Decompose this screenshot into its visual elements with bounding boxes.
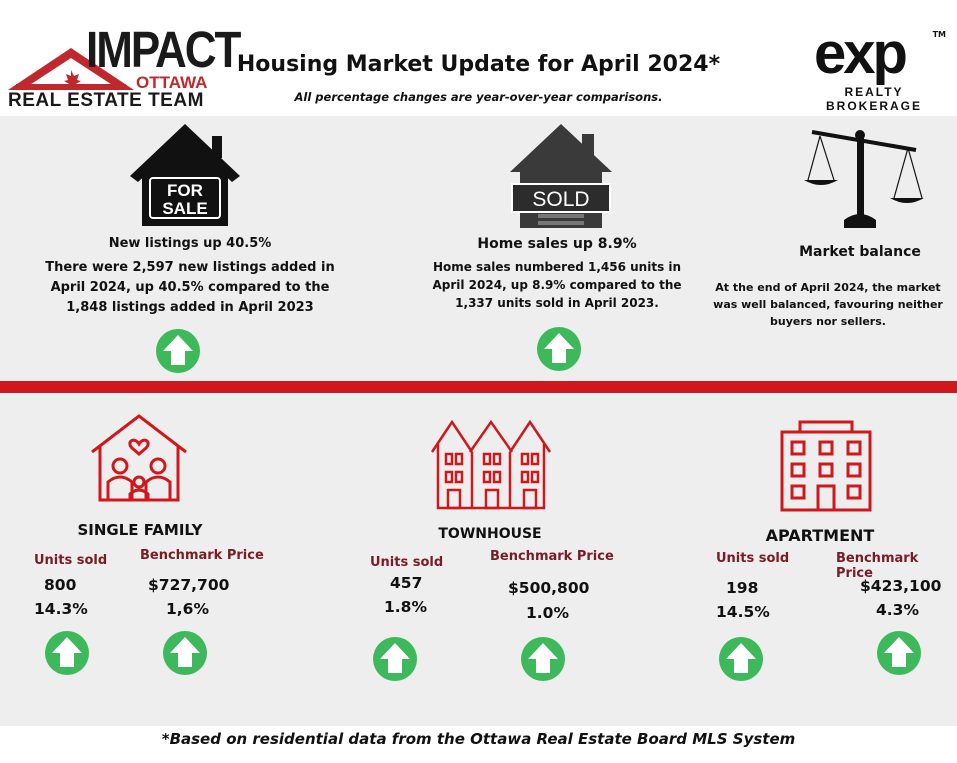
- trend-up-arrow-icon: [521, 637, 565, 681]
- trend-up-arrow-icon: [373, 637, 417, 681]
- exp-brokerage-text: BROKERAGE: [825, 99, 922, 113]
- market-balance-heading: Market balance: [799, 244, 921, 260]
- sold-house-icon: SOLD: [510, 124, 612, 228]
- for-sale-house-icon: FOR SALE: [130, 124, 240, 226]
- townhouse-units-change: 1.8%: [384, 598, 427, 616]
- trend-up-arrow-icon: [719, 637, 763, 681]
- single-family-units-label: Units sold: [34, 553, 108, 568]
- impact-wordmark: IMPACT: [86, 22, 241, 79]
- apartment-price-change: 4.3%: [876, 601, 919, 619]
- impact-logo: IMPACT OTTAWA REAL ESTATE TEAM: [6, 22, 241, 112]
- apartment-units-label: Units sold: [716, 551, 790, 566]
- exp-realty-text: REALTY: [844, 85, 904, 99]
- single-family-price-label: Benchmark Price: [140, 548, 264, 563]
- for-sale-sign-line1: FOR: [167, 181, 203, 200]
- trend-up-arrow-icon: [45, 631, 89, 675]
- page-title: Housing Market Update for April 2024*: [236, 52, 721, 77]
- townhouse-units-label: Units sold: [370, 555, 444, 570]
- roof-icon: [8, 48, 134, 90]
- trend-up-arrow-icon: [163, 631, 207, 675]
- segments-panel: [0, 394, 957, 726]
- townhouse-units-value: 457: [390, 574, 423, 592]
- family-house-icon: [91, 414, 187, 502]
- apartment-price-value: $423,100: [860, 577, 942, 595]
- balance-scale-icon: [804, 130, 924, 228]
- apartment-price-label: Benchmark Price: [836, 551, 919, 581]
- single-family-units-value: 800: [44, 576, 77, 594]
- sold-sign-text: SOLD: [532, 188, 589, 211]
- footnote: *Based on residential data from the Otta…: [161, 730, 796, 748]
- townhouse-title: TOWNHOUSE: [438, 526, 542, 542]
- single-family-price-value: $727,700: [148, 576, 230, 594]
- trend-up-arrow-icon: [156, 329, 200, 373]
- townhouse-price-value: $500,800: [508, 579, 590, 597]
- new-listings-heading: New listings up 40.5%: [108, 236, 272, 251]
- ottawa-wordmark: OTTAWA: [136, 73, 208, 92]
- trend-up-arrow-icon: [537, 327, 581, 371]
- townhouse-price-change: 1.0%: [526, 604, 569, 622]
- apartment-icon: [780, 420, 872, 512]
- for-sale-sign-line2: SALE: [162, 199, 207, 218]
- apartment-units-change: 14.5%: [716, 603, 770, 621]
- apartment-title: APARTMENT: [765, 526, 875, 545]
- new-listings-body: There were 2,597 new listings added in A…: [45, 260, 335, 315]
- trend-up-arrow-icon: [877, 631, 921, 675]
- exp-wordmark: exp: [814, 21, 908, 86]
- single-family-units-change: 14.3%: [34, 600, 88, 618]
- team-wordmark: REAL ESTATE TEAM: [8, 90, 204, 111]
- townhouse-price-label: Benchmark Price: [490, 549, 614, 564]
- exp-logo: exp TM REALTY BROKERAGE: [810, 21, 950, 118]
- single-family-price-change: 1,6%: [166, 600, 209, 618]
- single-family-title: SINGLE FAMILY: [77, 521, 203, 539]
- maple-leaf-icon: [64, 70, 81, 89]
- home-sales-heading: Home sales up 8.9%: [477, 236, 637, 252]
- apartment-units-value: 198: [726, 579, 759, 597]
- home-sales-body: Home sales numbered 1,456 units in April…: [432, 260, 682, 310]
- trademark-mark: TM: [932, 30, 946, 39]
- page-subtitle: All percentage changes are year-over-yea…: [294, 90, 663, 104]
- market-balance-body: At the end of April 2024, the market was…: [713, 281, 943, 328]
- section-divider: [0, 381, 957, 393]
- townhouse-icon: [430, 419, 552, 510]
